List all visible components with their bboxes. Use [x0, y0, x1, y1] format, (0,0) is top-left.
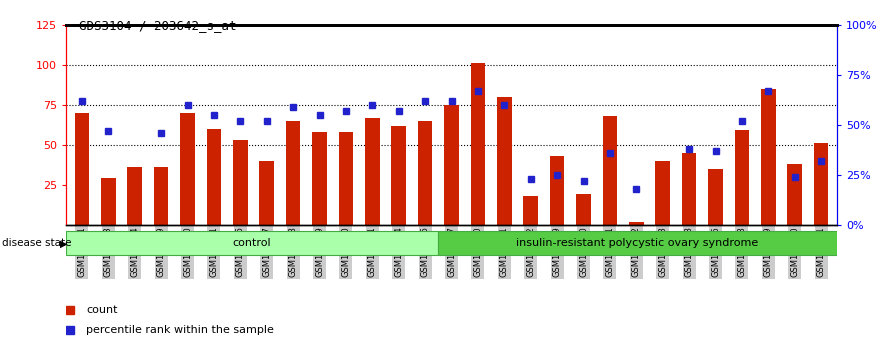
Bar: [576, 194, 591, 225]
Bar: [128, 167, 142, 225]
Bar: [365, 118, 380, 225]
Bar: [761, 89, 775, 225]
Bar: [312, 132, 327, 225]
Bar: [418, 121, 433, 225]
Bar: [66, 232, 438, 255]
Bar: [181, 113, 195, 225]
Bar: [207, 129, 221, 225]
Text: ▶: ▶: [60, 238, 68, 249]
Text: insulin-resistant polycystic ovary syndrome: insulin-resistant polycystic ovary syndr…: [516, 238, 759, 248]
Bar: [708, 169, 722, 225]
Text: GDS3104 / 203642_s_at: GDS3104 / 203642_s_at: [79, 19, 237, 33]
Bar: [603, 116, 618, 225]
Bar: [233, 140, 248, 225]
Bar: [391, 126, 406, 225]
Bar: [101, 178, 115, 225]
Bar: [814, 143, 828, 225]
Bar: [497, 97, 512, 225]
Bar: [438, 232, 837, 255]
Bar: [523, 196, 538, 225]
Bar: [154, 167, 168, 225]
Bar: [788, 164, 802, 225]
Text: count: count: [86, 305, 117, 315]
Bar: [735, 130, 749, 225]
Bar: [682, 153, 696, 225]
Bar: [444, 105, 459, 225]
Text: control: control: [233, 238, 271, 248]
Bar: [550, 156, 565, 225]
Bar: [259, 161, 274, 225]
Text: disease state: disease state: [2, 238, 71, 249]
Bar: [470, 63, 485, 225]
Bar: [285, 121, 300, 225]
Bar: [75, 113, 89, 225]
Text: percentile rank within the sample: percentile rank within the sample: [86, 325, 274, 336]
Bar: [655, 161, 670, 225]
Bar: [338, 132, 353, 225]
Bar: [629, 222, 644, 225]
